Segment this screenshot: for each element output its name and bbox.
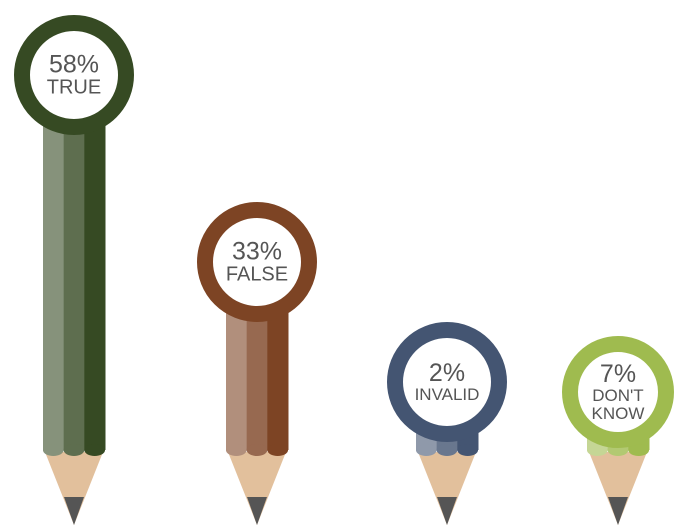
pencil-stripe [43, 73, 65, 450]
badge-label: 2% INVALID [402, 360, 492, 404]
category-label: DON'T KNOW [591, 386, 645, 424]
category-label: TRUE [46, 76, 102, 99]
pencil-scallop [587, 444, 608, 456]
badge-label: 33% FALSE [212, 238, 302, 285]
value-label: 33% [231, 237, 283, 266]
value-label: 58% [48, 50, 100, 79]
pencil-scallop [43, 444, 64, 456]
badge-label: 58% TRUE [29, 51, 119, 98]
pencil-stripe [63, 73, 85, 450]
pencil-stripe [84, 73, 106, 450]
pencil-lead [437, 497, 457, 525]
pencil-wood [418, 452, 476, 525]
category-label: INVALID [414, 385, 480, 405]
pencil-lead [247, 497, 267, 525]
pencil-lead [608, 497, 628, 525]
pencil-scallop [628, 444, 650, 456]
category-label: FALSE [225, 263, 289, 286]
pencil-scallop [267, 444, 288, 456]
pencil [43, 73, 106, 525]
badge-ring [14, 15, 134, 135]
pencil-wood [45, 452, 103, 525]
pencil-scallop [63, 444, 85, 456]
pencil-scallop [246, 444, 268, 456]
pencil-scallop [416, 444, 437, 456]
pencil-wood [589, 452, 647, 525]
pencil-scallop [226, 444, 247, 456]
pencil-wood [228, 452, 286, 525]
pencil-scallop [436, 444, 458, 456]
value-label: 2% [428, 358, 466, 387]
pencil-scallop [457, 444, 478, 456]
pencil-lead [64, 497, 84, 525]
pencil-scallop [84, 444, 105, 456]
badge-label: 7% DON'T KNOW [583, 361, 653, 423]
badge-ring [562, 336, 674, 448]
badge-ring [387, 322, 507, 442]
value-label: 7% [599, 360, 637, 389]
badge-ring [197, 202, 317, 322]
